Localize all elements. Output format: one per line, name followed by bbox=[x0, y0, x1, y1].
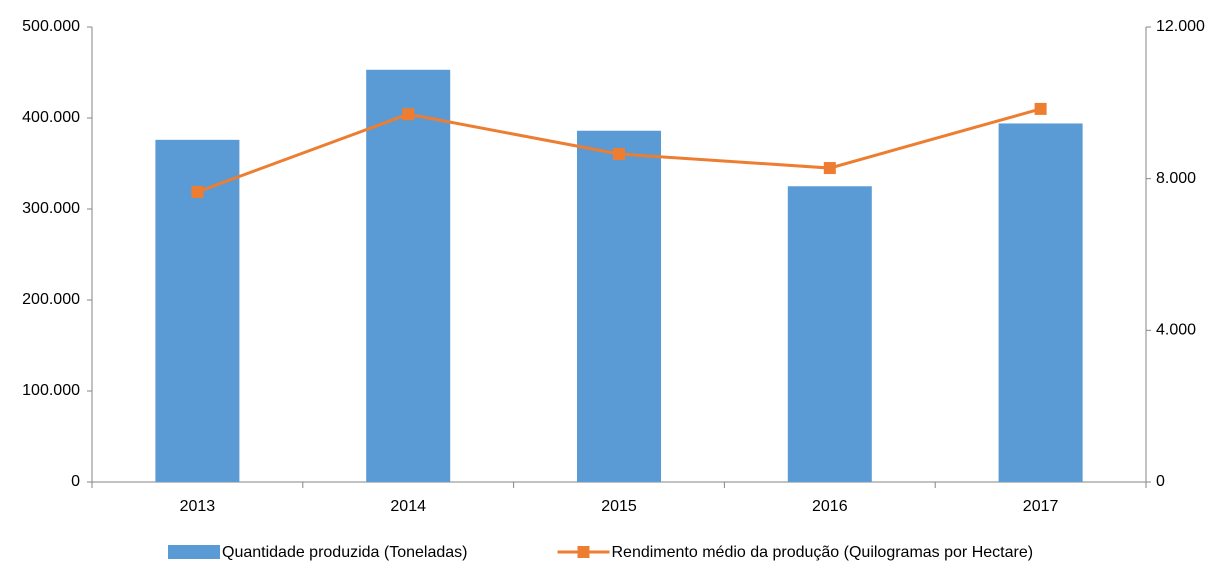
y2-tick-label: 12.000 bbox=[1156, 18, 1205, 35]
bar bbox=[577, 130, 661, 483]
x-tick-label: 2014 bbox=[390, 498, 426, 515]
legend-label: Quantidade produzida (Toneladas) bbox=[222, 544, 468, 561]
marker bbox=[191, 185, 204, 198]
y-tick-label: 200.000 bbox=[22, 291, 80, 308]
legend-label: Rendimento médio da produção (Quilograma… bbox=[612, 544, 1034, 561]
x-tick-label: 2013 bbox=[180, 498, 216, 515]
marker bbox=[613, 148, 625, 161]
x-tick-label: 2015 bbox=[601, 498, 637, 515]
y2-tick-label: 0 bbox=[1156, 473, 1165, 490]
bar bbox=[366, 69, 451, 483]
marker bbox=[1034, 102, 1047, 115]
y-tick-label: 500.000 bbox=[22, 18, 80, 35]
x-tick-label: 2017 bbox=[1023, 498, 1059, 515]
y-tick-label: 300.000 bbox=[22, 200, 80, 217]
y2-tick-label: 8.000 bbox=[1156, 170, 1196, 187]
y2-tick-label: 4.000 bbox=[1156, 322, 1196, 339]
bar bbox=[787, 186, 872, 482]
y-tick-label: 100.000 bbox=[22, 382, 80, 399]
y-tick-label: 400.000 bbox=[22, 109, 80, 126]
marker bbox=[402, 108, 415, 121]
x-tick-label: 2016 bbox=[812, 498, 848, 515]
marker bbox=[823, 162, 836, 175]
legend-swatch bbox=[168, 545, 220, 559]
bar bbox=[998, 123, 1083, 483]
legend-swatch bbox=[577, 546, 590, 558]
y-tick-label: 0 bbox=[71, 473, 80, 490]
